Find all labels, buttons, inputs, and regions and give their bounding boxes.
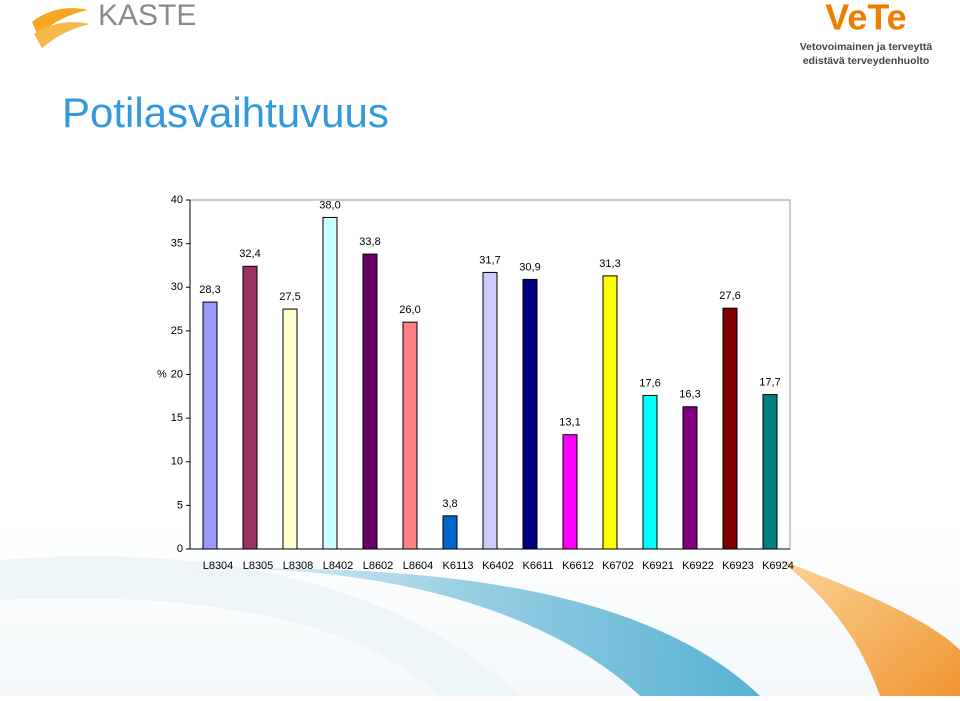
x-tick-label: K6923 — [722, 560, 754, 572]
bar — [762, 394, 778, 550]
x-tick-label: K6921 — [642, 560, 674, 572]
tagline: Vetovoimainen ja terveyttä — [800, 41, 933, 53]
data-label: 31,3 — [599, 258, 620, 270]
bar — [522, 278, 538, 550]
y-tick-label: 20 — [171, 368, 183, 380]
x-tick-label: K6611 — [523, 560, 554, 572]
y-tick-label: 35 — [171, 238, 183, 250]
data-label: 32,4 — [239, 248, 260, 260]
bar — [722, 307, 738, 550]
bar — [402, 321, 418, 550]
data-label: 3,8 — [442, 498, 457, 510]
data-label: 16,3 — [679, 389, 700, 401]
data-label: 17,7 — [759, 376, 780, 388]
x-tick-label: K6922 — [682, 560, 714, 572]
data-label: 26,0 — [399, 304, 420, 316]
x-tick-label: K6702 — [602, 560, 634, 572]
bar — [482, 271, 498, 550]
bar — [562, 434, 578, 550]
x-tick-label: L8604 — [403, 560, 434, 572]
bar — [602, 275, 618, 550]
x-tick-label: L8308 — [283, 560, 314, 572]
chart: 0 5 10 15 20 25 30 35 40% L8304 28,3 L8305 32,4 L8308… — [157, 194, 794, 572]
bar — [682, 406, 698, 550]
logo-text: KASTE — [98, 0, 196, 32]
y-tick-label: 30 — [171, 281, 183, 293]
data-label: 38,0 — [319, 199, 340, 211]
decor-swoosh — [0, 556, 520, 696]
data-label: 27,6 — [719, 290, 740, 302]
bar — [642, 394, 658, 550]
bar — [242, 265, 258, 550]
y-tick-label: 0 — [177, 543, 183, 555]
decor-swoosh — [780, 560, 960, 696]
chart-title: Potilasvaihtuvuus — [62, 89, 389, 136]
tagline: edistävä terveydenhuolto — [803, 55, 930, 67]
x-tick-label: L8602 — [363, 560, 394, 572]
logo-mark — [32, 8, 90, 48]
bar — [442, 515, 458, 550]
data-label: 31,7 — [479, 254, 500, 266]
data-label: 28,3 — [199, 284, 220, 296]
data-label: 13,1 — [559, 417, 580, 429]
y-tick-label: 25 — [171, 325, 183, 337]
x-tick-label: K6402 — [482, 560, 514, 572]
y-axis-label: % — [157, 368, 167, 380]
data-label: 17,6 — [639, 377, 660, 389]
x-tick-label: K6113 — [443, 560, 474, 572]
bar — [322, 216, 338, 550]
x-tick-label: K6924 — [762, 560, 794, 572]
y-tick-label: 10 — [171, 456, 183, 468]
bar — [202, 301, 218, 550]
y-tick-label: 40 — [171, 194, 183, 206]
x-tick-label: L8402 — [323, 560, 354, 572]
y-tick-label: 15 — [171, 412, 183, 424]
x-tick-label: L8304 — [203, 560, 234, 572]
data-label: 33,8 — [359, 236, 380, 248]
data-label: 27,5 — [279, 291, 300, 303]
logo-text: VeTe — [825, 0, 906, 38]
decor-swoosh — [180, 568, 760, 696]
bar — [282, 308, 298, 550]
bar — [362, 253, 378, 550]
data-label: 30,9 — [519, 261, 540, 273]
x-tick-label: K6612 — [562, 560, 594, 572]
y-tick-label: 5 — [177, 499, 183, 511]
x-tick-label: L8305 — [243, 560, 274, 572]
